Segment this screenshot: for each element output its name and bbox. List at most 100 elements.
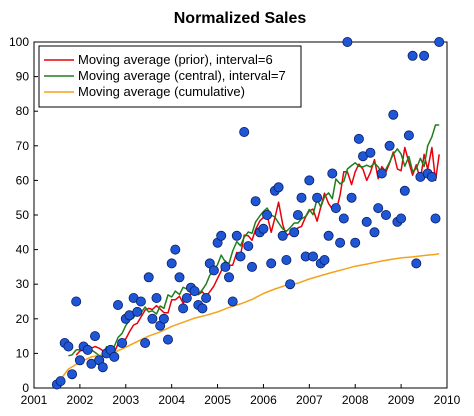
y-tick-label: 90 <box>16 70 30 84</box>
y-tick-label: 40 <box>16 243 30 257</box>
data-point <box>55 376 66 387</box>
data-point <box>250 196 261 207</box>
data-point <box>67 369 78 380</box>
data-point <box>143 272 154 283</box>
data-point <box>296 192 307 203</box>
data-point <box>158 313 169 324</box>
data-point <box>266 258 277 269</box>
data-point <box>74 355 85 366</box>
data-point <box>174 272 185 283</box>
y-tick-label: 10 <box>16 346 30 360</box>
data-point <box>330 203 341 214</box>
data-point <box>323 230 334 241</box>
y-tick-label: 0 <box>22 381 29 395</box>
data-point <box>132 306 143 317</box>
data-point <box>396 213 407 224</box>
data-point <box>289 227 300 238</box>
data-point <box>335 237 346 248</box>
data-point <box>246 261 257 272</box>
x-tick-label: 2009 <box>388 393 415 407</box>
data-point <box>82 344 93 355</box>
data-point <box>151 292 162 303</box>
y-tick-label: 70 <box>16 139 30 153</box>
data-point <box>147 313 158 324</box>
data-point <box>71 296 82 307</box>
data-point <box>319 254 330 265</box>
data-point <box>376 168 387 179</box>
data-point <box>227 296 238 307</box>
data-point <box>181 292 192 303</box>
data-point <box>162 334 173 345</box>
y-tick-label: 50 <box>16 208 30 222</box>
data-point <box>312 192 323 203</box>
data-point <box>135 296 146 307</box>
y-tick-label: 20 <box>16 312 30 326</box>
data-point <box>399 185 410 196</box>
data-point <box>220 261 231 272</box>
data-point <box>231 230 242 241</box>
x-tick-label: 2007 <box>296 393 323 407</box>
y-axis: 0 10 20 30 40 50 60 70 80 90 100 <box>9 35 38 395</box>
data-point <box>285 279 296 290</box>
y-tick-label: 60 <box>16 173 30 187</box>
data-point <box>407 50 418 61</box>
x-axis: 2001 2002 2003 2004 2005 2006 2007 2008 2009 2010 <box>21 384 461 407</box>
chart-title: Normalized Sales <box>174 10 307 27</box>
data-point <box>117 337 128 348</box>
x-tick-label: 2004 <box>158 393 185 407</box>
data-point <box>434 37 445 48</box>
data-point <box>216 230 227 241</box>
data-point <box>369 227 380 238</box>
y-tick-label: 30 <box>16 277 30 291</box>
data-point <box>365 147 376 158</box>
data-point <box>258 223 269 234</box>
data-point <box>201 292 212 303</box>
series-line-cumulative <box>56 253 440 385</box>
data-point <box>419 50 430 61</box>
data-point <box>361 216 372 227</box>
x-tick-label: 2008 <box>342 393 369 407</box>
x-tick-label: 2005 <box>204 393 231 407</box>
data-point <box>243 241 254 252</box>
data-point <box>307 251 318 262</box>
data-point <box>178 303 189 314</box>
legend-box <box>38 45 302 108</box>
data-point <box>197 303 208 314</box>
x-tick-label: 2003 <box>112 393 139 407</box>
data-point <box>189 286 200 297</box>
data-point <box>327 168 338 179</box>
data-point <box>342 37 353 48</box>
data-point <box>384 140 395 151</box>
legend-label-prior: Moving average (prior), interval=6 <box>78 52 273 67</box>
data-point <box>109 351 120 362</box>
data-point <box>262 209 273 220</box>
data-point <box>304 175 315 186</box>
y-tick-label: 100 <box>9 35 29 49</box>
y-tick-label: 80 <box>16 104 30 118</box>
data-point <box>97 362 108 373</box>
data-point <box>353 133 364 144</box>
data-point <box>292 209 303 220</box>
data-point <box>208 265 219 276</box>
data-point <box>403 130 414 141</box>
x-tick-label: 2006 <box>250 393 277 407</box>
data-point <box>90 331 101 342</box>
data-point <box>338 213 349 224</box>
data-point <box>426 171 437 182</box>
x-tick-label: 2001 <box>21 393 48 407</box>
data-point <box>430 213 441 224</box>
data-point <box>166 258 177 269</box>
data-point <box>346 192 357 203</box>
data-point <box>277 230 288 241</box>
data-point <box>273 182 284 193</box>
x-tick-label: 2010 <box>434 393 461 407</box>
legend-label-cumulative: Moving average (cumulative) <box>78 84 245 99</box>
data-point <box>140 337 151 348</box>
data-point <box>281 254 292 265</box>
legend-label-central: Moving average (central), interval=7 <box>78 68 286 83</box>
data-point <box>235 251 246 262</box>
data-point <box>170 244 181 255</box>
data-point <box>113 299 124 310</box>
data-point <box>63 341 74 352</box>
